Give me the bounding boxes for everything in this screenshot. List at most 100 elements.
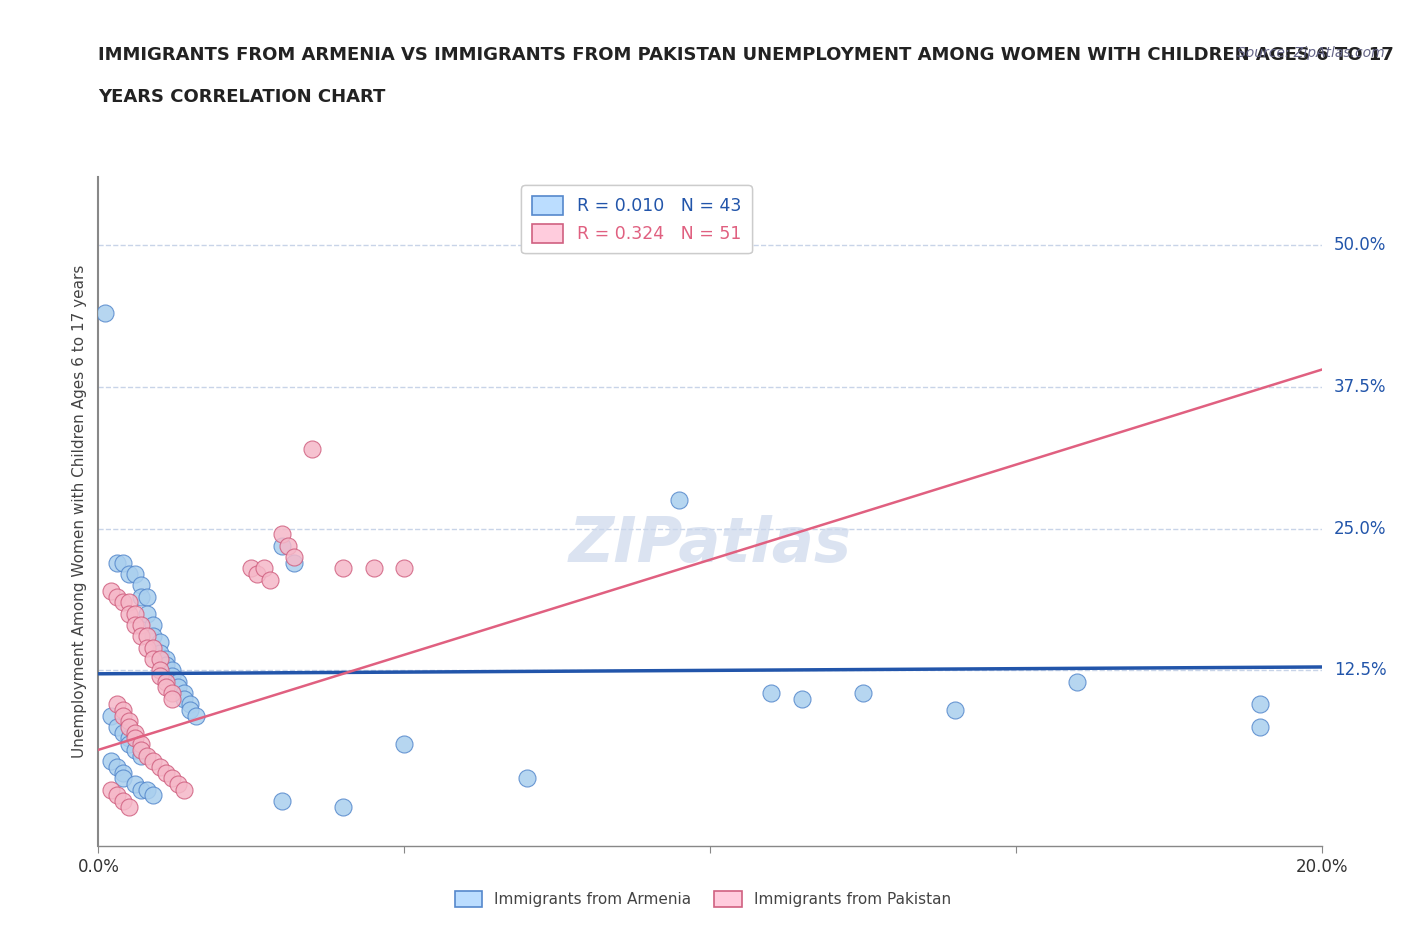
Point [668,493,690,508]
Point [149,646,172,661]
Point [160,663,183,678]
Point [124,725,146,740]
Point [283,555,305,570]
Text: Source: ZipAtlas.com: Source: ZipAtlas.com [1237,46,1385,60]
Point [100,709,122,724]
Point [160,691,183,706]
Point [301,442,323,457]
Point [118,737,141,751]
Point [167,680,190,695]
Point [111,725,134,740]
Point [149,760,172,775]
Point [136,629,159,644]
Point [129,748,152,763]
Point [136,782,159,797]
Point [392,737,416,751]
Point [852,685,875,700]
Point [790,691,813,706]
Point [111,771,134,786]
Point [142,652,165,667]
Point [160,669,183,684]
Point [392,561,416,576]
Point [160,685,183,700]
Point [111,709,134,724]
Point [136,640,159,655]
Point [118,606,141,621]
Point [118,731,141,746]
Point [155,674,177,689]
Point [179,697,201,711]
Point [516,771,538,786]
Point [118,595,141,610]
Point [943,703,966,718]
Point [270,538,292,553]
Point [105,555,128,570]
Point [111,703,134,718]
Point [136,590,159,604]
Point [118,720,141,735]
Text: YEARS CORRELATION CHART: YEARS CORRELATION CHART [98,88,385,106]
Point [124,731,146,746]
Point [100,782,122,797]
Point [149,669,172,684]
Point [100,583,122,598]
Point [270,526,292,541]
Point [111,555,134,570]
Point [129,578,152,592]
Point [363,561,385,576]
Point [149,634,172,649]
Point [142,640,165,655]
Point [118,799,141,814]
Point [129,737,152,751]
Point [167,674,190,689]
Y-axis label: Unemployment Among Women with Children Ages 6 to 17 years: Unemployment Among Women with Children A… [72,265,87,758]
Legend: R = 0.010   N = 43, R = 0.324   N = 51: R = 0.010 N = 43, R = 0.324 N = 51 [522,185,752,254]
Point [186,709,208,724]
Point [149,663,172,678]
Point [246,566,269,581]
Point [111,595,134,610]
Point [136,606,159,621]
Point [118,566,141,581]
Text: ZIPatlas: ZIPatlas [568,515,852,575]
Point [142,788,165,803]
Point [124,566,146,581]
Point [167,777,190,791]
Point [142,618,165,632]
Point [111,765,134,780]
Text: IMMIGRANTS FROM ARMENIA VS IMMIGRANTS FROM PAKISTAN UNEMPLOYMENT AMONG WOMEN WIT: IMMIGRANTS FROM ARMENIA VS IMMIGRANTS FR… [98,46,1395,64]
Point [142,753,165,768]
Point [155,680,177,695]
Text: 12.5%: 12.5% [1334,661,1386,680]
Point [759,685,782,700]
Point [100,753,122,768]
Point [124,742,146,757]
Point [105,760,128,775]
Point [155,765,177,780]
Legend: Immigrants from Armenia, Immigrants from Pakistan: Immigrants from Armenia, Immigrants from… [449,884,957,913]
Point [93,305,115,320]
Point [1249,697,1271,711]
Point [124,606,146,621]
Point [136,748,159,763]
Point [111,793,134,808]
Point [105,590,128,604]
Point [105,697,128,711]
Point [129,618,152,632]
Point [277,538,299,553]
Point [142,629,165,644]
Point [129,590,152,604]
Point [160,771,183,786]
Point [129,742,152,757]
Point [332,561,354,576]
Point [155,652,177,667]
Point [283,550,305,565]
Text: 25.0%: 25.0% [1334,520,1386,538]
Point [240,561,263,576]
Text: 50.0%: 50.0% [1334,236,1386,254]
Text: 37.5%: 37.5% [1334,378,1386,395]
Point [1066,674,1088,689]
Point [173,782,195,797]
Point [179,703,201,718]
Point [259,572,281,587]
